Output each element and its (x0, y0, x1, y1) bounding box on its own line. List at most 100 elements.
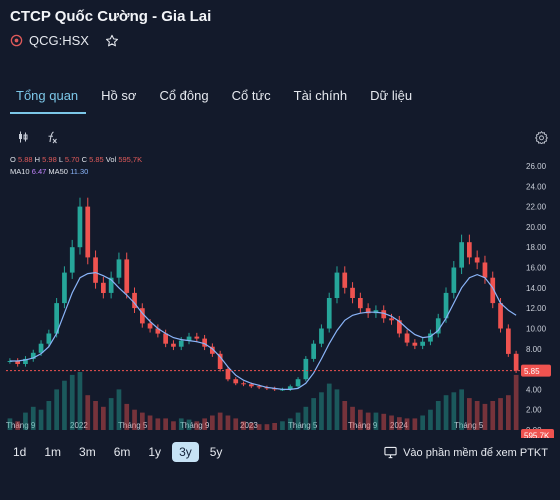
volume-bar (272, 423, 277, 430)
volume-bar (303, 406, 309, 430)
candle-body (467, 242, 472, 258)
y-tick-label: 20.00 (526, 223, 547, 232)
volume-bar (412, 418, 418, 430)
volume-bar (171, 421, 176, 430)
volume-bar (93, 401, 98, 430)
candle-body (46, 333, 52, 344)
candle-body (404, 333, 410, 343)
candle-body (350, 287, 355, 298)
candle-body (342, 272, 348, 288)
tab-dividends[interactable]: Cổ tức (231, 88, 271, 103)
candle-body (295, 379, 301, 387)
volume-bar (15, 421, 20, 430)
candle-body (178, 340, 184, 347)
volume-bar (506, 395, 511, 430)
x-tick-label: 2023 (240, 421, 258, 430)
volume-bar (202, 418, 207, 430)
tab-data[interactable]: Dữ liệu (370, 88, 413, 103)
range-1y-button[interactable]: 1y (148, 445, 162, 459)
candle-body (77, 206, 83, 248)
tab-shareholders[interactable]: Cổ đông (159, 88, 209, 103)
tab-bar: Tổng quan Hồ sơ Cổ đông Cổ tức Tài chính… (10, 86, 427, 114)
open-ptkt-label: Vào phần mềm để xem PTKT (403, 446, 548, 459)
y-tick-label: 18.00 (526, 243, 547, 252)
volume-bar (233, 418, 239, 430)
candle-body (116, 259, 122, 278)
volume-bar (365, 412, 371, 430)
tab-overview[interactable]: Tổng quan (10, 86, 87, 114)
x-tick-label: Tháng 9 (6, 421, 36, 430)
candle-body (23, 358, 28, 364)
volume-bar (326, 383, 332, 430)
ohlc-legend: O 5.88 H 5.98 L 5.70 C 5.85 Vol 595,7K M… (10, 155, 143, 176)
star-icon[interactable] (105, 34, 119, 48)
candle-body (202, 338, 207, 347)
y-tick-label: 24.00 (526, 182, 547, 191)
ma50-line (9, 271, 517, 390)
x-tick-label: Tháng 5 (454, 421, 484, 430)
candle-body (147, 323, 153, 329)
x-tick-label: Tháng 9 (180, 421, 210, 430)
range-1m-button[interactable]: 1m (44, 445, 62, 459)
volume-bar (490, 401, 496, 430)
tab-finance[interactable]: Tài chính (293, 88, 348, 103)
candlestick-icon[interactable] (12, 127, 34, 147)
candle-body (506, 328, 511, 354)
candle-body (334, 272, 340, 298)
volume-bar (249, 423, 254, 430)
volume-bar (23, 412, 28, 430)
volume-bar (241, 421, 246, 430)
volume-bar (217, 412, 223, 430)
x-tick-label: Tháng 5 (118, 421, 148, 430)
close-value: 5.85 (89, 155, 104, 164)
ma10-value: 6.47 (31, 167, 47, 176)
volume-bar (140, 412, 145, 430)
candle-body (249, 384, 254, 387)
tab-profile[interactable]: Hồ sơ (101, 88, 137, 103)
x-tick-label: Tháng 5 (288, 421, 318, 430)
candle-body (140, 308, 145, 324)
candle-body (38, 343, 44, 353)
open-ptkt-link[interactable]: Vào phần mềm để xem PTKT (384, 446, 548, 459)
volume-bar (7, 418, 13, 430)
volume-bar (124, 403, 130, 430)
candle-body (490, 277, 496, 304)
range-6m-button[interactable]: 6m (113, 445, 131, 459)
candle-body (93, 257, 98, 283)
candle-body (233, 379, 239, 384)
candle-body (163, 333, 168, 344)
range-1d-button[interactable]: 1d (13, 445, 27, 459)
volume-bar (459, 389, 464, 430)
range-3m-button[interactable]: 3m (79, 445, 96, 459)
volume-bar (482, 403, 488, 430)
ticker-code: QCG:HSX (29, 33, 89, 48)
candle-body (443, 292, 449, 319)
candle-body (303, 358, 309, 380)
volume-bar (311, 398, 316, 430)
range-5y-button[interactable]: 5y (209, 445, 223, 459)
price-chart[interactable]: 0.002.004.006.008.0010.0012.0014.0016.00… (0, 148, 560, 438)
x-tick-label: 2022 (70, 421, 88, 430)
indicator-fx-icon[interactable] (40, 127, 62, 147)
candle-body (513, 353, 519, 371)
candle-body (319, 328, 324, 344)
range-3y-button[interactable]: 3y (172, 442, 199, 462)
volume-bar (428, 409, 433, 430)
volume-bar (46, 401, 52, 430)
candle-body (217, 353, 223, 369)
volume-bar (116, 389, 122, 430)
volume-bar (381, 413, 387, 430)
candle-body (428, 333, 433, 342)
volume-bar (163, 418, 168, 430)
candle-body (482, 262, 488, 278)
candle-body (397, 320, 402, 334)
volume-bar (397, 417, 402, 430)
volume-bar (194, 421, 200, 430)
last-volume-label: 595.7K (524, 432, 550, 439)
volume-bar (54, 389, 59, 430)
volume-bar (513, 374, 519, 430)
volume-bar (474, 401, 480, 430)
candle-body (155, 328, 161, 334)
settings-gear-icon[interactable] (530, 127, 552, 147)
volume-bar (451, 392, 457, 430)
